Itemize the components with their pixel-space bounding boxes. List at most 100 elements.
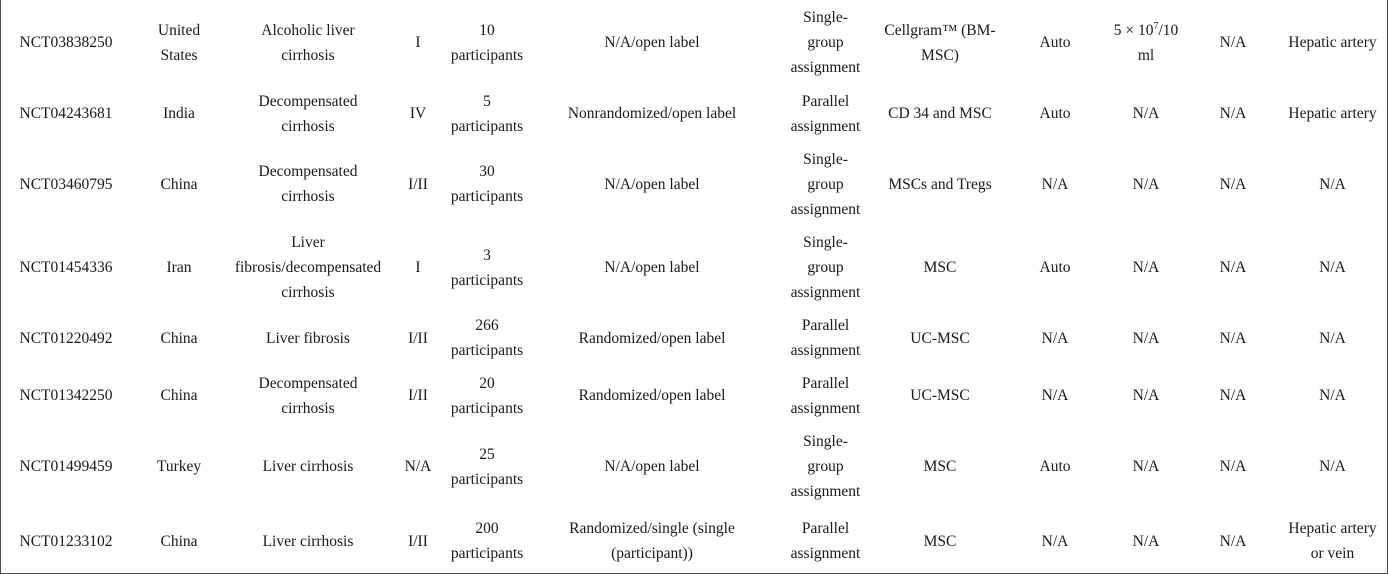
cell-enrollment: 3 participants	[450, 246, 524, 289]
cell-assignment: Single- group assignment	[790, 9, 861, 76]
cell-col11: N/A	[1219, 34, 1247, 51]
cell-dose: N/A	[1104, 509, 1188, 573]
cell-dose: N/A	[1104, 226, 1188, 309]
cell-condition: Decompensated cirrhosis	[258, 163, 358, 205]
cell-col11: N/A	[1219, 175, 1247, 193]
cell-cell-type: MSC	[923, 259, 957, 276]
cell-enrollment: 25 participants	[450, 445, 524, 488]
cell-nct-id: NCT03838250	[19, 34, 113, 51]
cell-nct-id: NCT01342250	[19, 387, 113, 404]
cell-route: N/A	[1319, 387, 1346, 404]
dose-base: N/A	[1132, 105, 1160, 122]
cell-phase: I/II	[408, 532, 428, 550]
cell-country: China	[160, 175, 198, 193]
dose-base: N/A	[1132, 175, 1160, 193]
cell-assignment: Single- group assignment	[790, 433, 861, 500]
cell-col11: N/A	[1219, 259, 1247, 276]
cell-dose: N/A	[1104, 424, 1188, 509]
cell-design: N/A/open label	[604, 175, 700, 193]
cell-cell-source: N/A	[1041, 329, 1069, 347]
cell-col11: N/A	[1219, 532, 1247, 550]
cell-cell-source: Auto	[1039, 105, 1071, 122]
cell-col11: N/A	[1219, 105, 1247, 122]
cell-assignment: Parallel assignment	[790, 317, 861, 359]
table-row: NCT01233102 China Liver cirrhosis I/II 2…	[1, 509, 1387, 573]
cell-enrollment: 200 participants	[450, 520, 524, 562]
cell-assignment: Parallel assignment	[790, 520, 861, 562]
cell-enrollment: 30 participants	[450, 163, 524, 205]
cell-assignment: Parallel assignment	[790, 374, 861, 417]
dose-unit: /10 ml	[1137, 21, 1179, 64]
dose-exponent: 7	[1153, 20, 1159, 32]
cell-enrollment: 10 participants	[450, 21, 524, 64]
cell-route: N/A	[1319, 329, 1346, 347]
cell-col11: N/A	[1219, 458, 1247, 475]
table-row: NCT03838250 United States Alcoholic live…	[1, 0, 1387, 85]
cell-cell-type: MSC	[923, 532, 957, 550]
cell-assignment: Single- group assignment	[790, 234, 861, 301]
dose-base: N/A	[1132, 259, 1160, 276]
cell-phase: I	[415, 259, 421, 276]
cell-dose: N/A	[1104, 309, 1188, 367]
cell-enrollment: 20 participants	[450, 374, 524, 417]
cell-cell-type: MSC	[923, 458, 957, 475]
cell-phase: I/II	[408, 175, 428, 193]
cell-nct-id: NCT01233102	[19, 532, 113, 550]
cell-condition: Alcoholic liver cirrhosis	[261, 21, 355, 64]
cell-cell-source: N/A	[1041, 387, 1069, 404]
cell-country: India	[163, 105, 195, 122]
cell-route: N/A	[1319, 458, 1346, 475]
cell-condition: Liver fibrosis	[266, 329, 350, 347]
cell-condition: Liver cirrhosis	[262, 458, 354, 475]
cell-condition: Liver cirrhosis	[262, 532, 354, 550]
cell-dose: 5 × 107/10 ml	[1104, 0, 1188, 85]
cell-assignment: Parallel assignment	[790, 92, 861, 135]
cell-country: United States	[157, 21, 201, 64]
cell-nct-id: NCT04243681	[19, 105, 113, 122]
cell-country: China	[160, 532, 198, 550]
cell-cell-source: N/A	[1041, 532, 1069, 550]
cell-phase: N/A	[404, 458, 432, 475]
cell-country: China	[160, 329, 198, 347]
cell-nct-id: NCT03460795	[19, 175, 113, 193]
dose-base: N/A	[1132, 329, 1160, 347]
cell-assignment: Single- group assignment	[790, 150, 861, 218]
cell-design: Nonrandomized/open label	[567, 105, 737, 122]
cell-nct-id: NCT01454336	[19, 259, 113, 276]
dose-base: 5 × 10	[1113, 21, 1154, 39]
cell-design: Randomized/single (single (participant))	[569, 520, 735, 562]
cell-country: Iran	[166, 259, 192, 276]
cell-condition: Decompensated cirrhosis	[258, 92, 358, 135]
cell-design: N/A/open label	[604, 458, 700, 475]
cell-design: Randomized/open label	[578, 329, 726, 347]
dose-base: N/A	[1132, 458, 1160, 475]
cell-nct-id: NCT01499459	[19, 458, 113, 475]
cell-dose: N/A	[1104, 367, 1188, 424]
cell-cell-type: UC-MSC	[910, 329, 970, 347]
cell-phase: I/II	[408, 387, 428, 404]
cell-cell-type: MSCs and Tregs	[888, 175, 992, 193]
cell-condition: Decompensated cirrhosis	[258, 374, 358, 417]
cell-route: Hepatic artery	[1288, 34, 1377, 51]
cell-design: N/A/open label	[604, 34, 700, 51]
cell-col11: N/A	[1219, 329, 1247, 347]
table-row: NCT01454336 Iran Liver fibrosis/decompen…	[1, 226, 1387, 309]
dose-base: N/A	[1132, 387, 1160, 404]
dose-base: N/A	[1132, 532, 1160, 550]
cell-cell-source: N/A	[1041, 175, 1069, 193]
cell-cell-type: CD 34 and MSC	[888, 105, 992, 122]
table-row: NCT01499459 Turkey Liver cirrhosis N/A 2…	[1, 424, 1387, 509]
cell-col11: N/A	[1219, 387, 1247, 404]
cell-cell-source: Auto	[1039, 34, 1071, 51]
cell-route: N/A	[1319, 175, 1346, 193]
cell-cell-type: Cellgram™ (BM- MSC)	[884, 21, 996, 64]
cell-design: Randomized/open label	[578, 387, 726, 404]
cell-condition: Liver fibrosis/decompensated cirrhosis	[234, 234, 382, 301]
table-row: NCT01342250 China Decompensated cirrhosi…	[1, 367, 1387, 424]
table-row: NCT04243681 India Decompensated cirrhosi…	[1, 85, 1387, 142]
cell-nct-id: NCT01220492	[19, 329, 113, 347]
cell-cell-type: UC-MSC	[910, 387, 970, 404]
cell-route: N/A	[1319, 259, 1346, 276]
